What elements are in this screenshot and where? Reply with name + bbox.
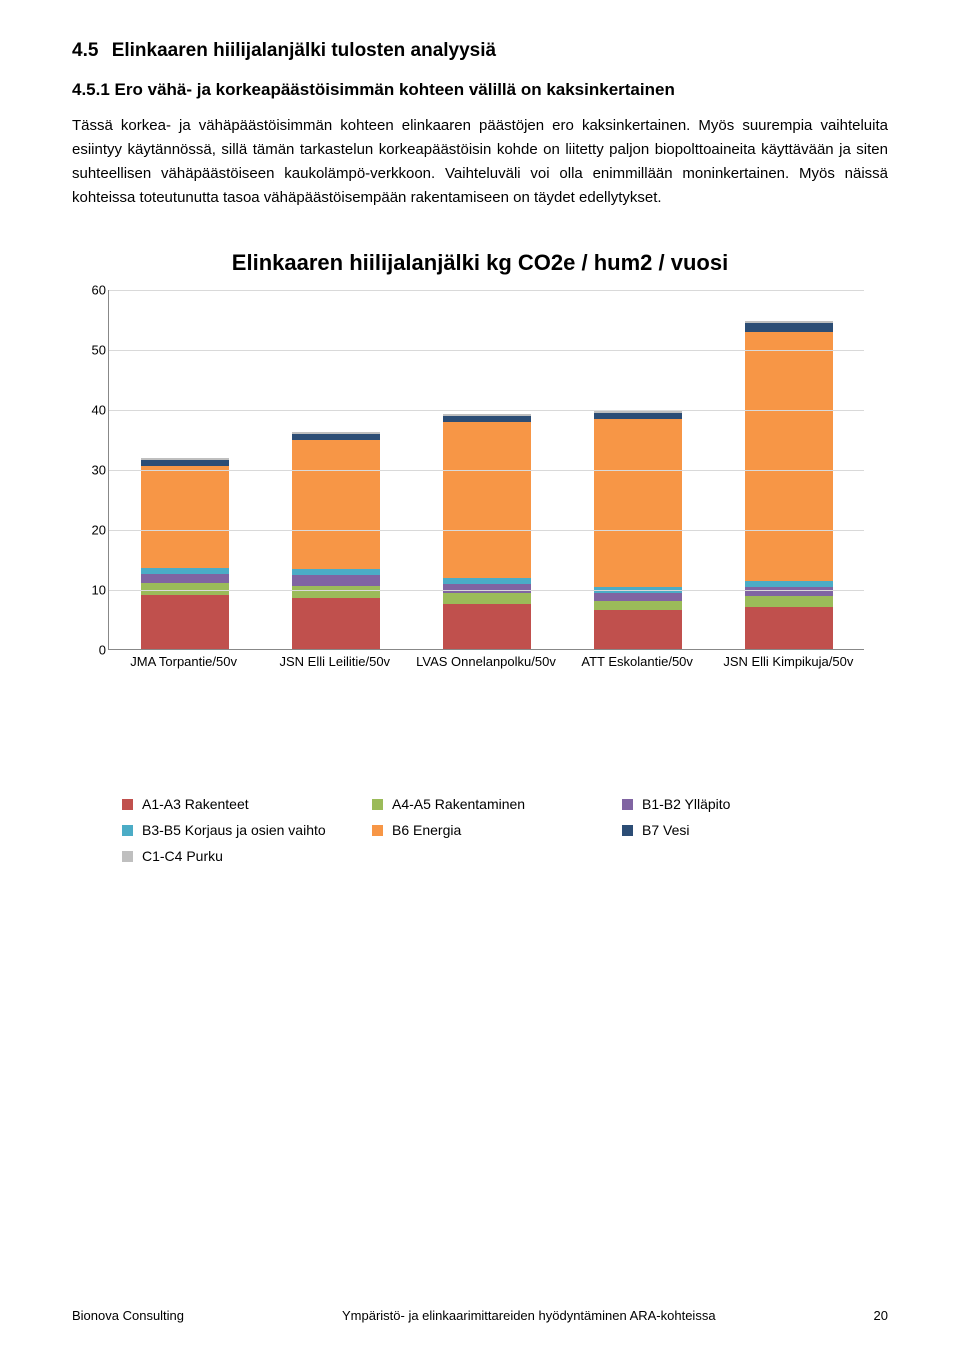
- bar-segment: [292, 598, 380, 649]
- x-label: JSN Elli Leilitie/50v: [265, 654, 405, 670]
- bar-segment: [594, 593, 682, 601]
- x-label: ATT Eskolantie/50v: [567, 654, 707, 670]
- x-label: JSN Elli Kimpikuja/50v: [718, 654, 858, 670]
- legend-label: B1-B2 Ylläpito: [642, 796, 730, 812]
- legend-item: B1-B2 Ylläpito: [622, 796, 872, 812]
- subheading-num: 4.5.1: [72, 80, 110, 99]
- bar-segment: [745, 607, 833, 649]
- footer-left: Bionova Consulting: [72, 1308, 184, 1323]
- bar-segment: [141, 595, 229, 649]
- bar-segment: [443, 593, 531, 604]
- legend-label: A4-A5 Rakentaminen: [392, 796, 525, 812]
- bar-segment: [745, 323, 833, 332]
- legend-item: B7 Vesi: [622, 822, 872, 838]
- legend-swatch: [122, 851, 133, 862]
- y-tick: 40: [92, 403, 106, 418]
- body-paragraph: Tässä korkea- ja vähäpäästöisimmän kohte…: [72, 114, 888, 210]
- legend-item: B3-B5 Korjaus ja osien vaihto: [122, 822, 372, 838]
- legend-item: A1-A3 Rakenteet: [122, 796, 372, 812]
- legend-swatch: [622, 799, 633, 810]
- legend-label: B6 Energia: [392, 822, 461, 838]
- bar-segment: [292, 575, 380, 586]
- legend-item: A4-A5 Rakentaminen: [372, 796, 622, 812]
- footer-center: Ympäristö- ja elinkaarimittareiden hyödy…: [342, 1308, 716, 1323]
- bar-segment: [443, 584, 531, 593]
- heading-text: Elinkaaren hiilijalanjälki tulosten anal…: [112, 40, 496, 61]
- legend-label: B3-B5 Korjaus ja osien vaihto: [142, 822, 326, 838]
- x-label: JMA Torpantie/50v: [114, 654, 254, 670]
- y-tick: 60: [92, 283, 106, 298]
- bar-segment: [443, 422, 531, 578]
- y-tick: 0: [99, 643, 106, 658]
- legend-label: A1-A3 Rakenteet: [142, 796, 249, 812]
- legend-swatch: [122, 825, 133, 836]
- bar-segment: [443, 604, 531, 649]
- grid-line: [109, 470, 864, 471]
- bar-segment: [594, 419, 682, 587]
- section-heading: 4.5 Elinkaaren hiilijalanjälki tulosten …: [72, 40, 888, 62]
- grid-line: [109, 530, 864, 531]
- bar-segment: [141, 466, 229, 568]
- bar-segment: [292, 440, 380, 569]
- bar-segment: [745, 587, 833, 596]
- bar-column: [292, 432, 380, 649]
- heading-num: 4.5: [72, 40, 98, 62]
- bar-column: [443, 414, 531, 649]
- y-tick: 10: [92, 583, 106, 598]
- grid-line: [109, 290, 864, 291]
- bar-segment: [594, 610, 682, 649]
- chart-title: Elinkaaren hiilijalanjälki kg CO2e / hum…: [72, 250, 888, 276]
- legend-swatch: [372, 799, 383, 810]
- chart-area: 0102030405060 JMA Torpantie/50vJSN Elli …: [108, 290, 888, 700]
- legend-label: C1-C4 Purku: [142, 848, 223, 864]
- x-axis-labels: JMA Torpantie/50v JSN Elli Leilitie/50v LV…: [108, 654, 864, 670]
- page-footer: Bionova Consulting Ympäristö- ja elinkaa…: [72, 1308, 888, 1323]
- bar-segment: [292, 586, 380, 598]
- grid-line: [109, 590, 864, 591]
- bar-segment: [594, 601, 682, 610]
- grid-line: [109, 410, 864, 411]
- chart-container: Elinkaaren hiilijalanjälki kg CO2e / hum…: [72, 250, 888, 864]
- legend-item: C1-C4 Purku: [122, 848, 372, 864]
- legend-label: B7 Vesi: [642, 822, 689, 838]
- legend-swatch: [622, 825, 633, 836]
- legend: A1-A3 Rakenteet A4-A5 Rakentaminen B1-B2 Y…: [122, 796, 888, 864]
- plot-area: [108, 290, 864, 650]
- legend-swatch: [122, 799, 133, 810]
- y-tick: 50: [92, 343, 106, 358]
- bar-column: [745, 321, 833, 649]
- bar-column: [141, 458, 229, 649]
- y-axis: 0102030405060: [78, 290, 106, 650]
- grid-line: [109, 350, 864, 351]
- bar-segment: [141, 574, 229, 583]
- subsection-heading: 4.5.1 Ero vähä- ja korkeapäästöisimmän k…: [72, 80, 888, 100]
- bar-segment: [141, 583, 229, 595]
- x-label: LVAS Onnelanpolku/50v: [416, 654, 556, 670]
- y-tick: 30: [92, 463, 106, 478]
- subheading-text: Ero vähä- ja korkeapäästöisimmän kohteen…: [115, 80, 675, 99]
- legend-item: B6 Energia: [372, 822, 622, 838]
- legend-swatch: [372, 825, 383, 836]
- bar-segment: [745, 596, 833, 607]
- footer-right: 20: [874, 1308, 888, 1323]
- y-tick: 20: [92, 523, 106, 538]
- bar-segment: [745, 332, 833, 581]
